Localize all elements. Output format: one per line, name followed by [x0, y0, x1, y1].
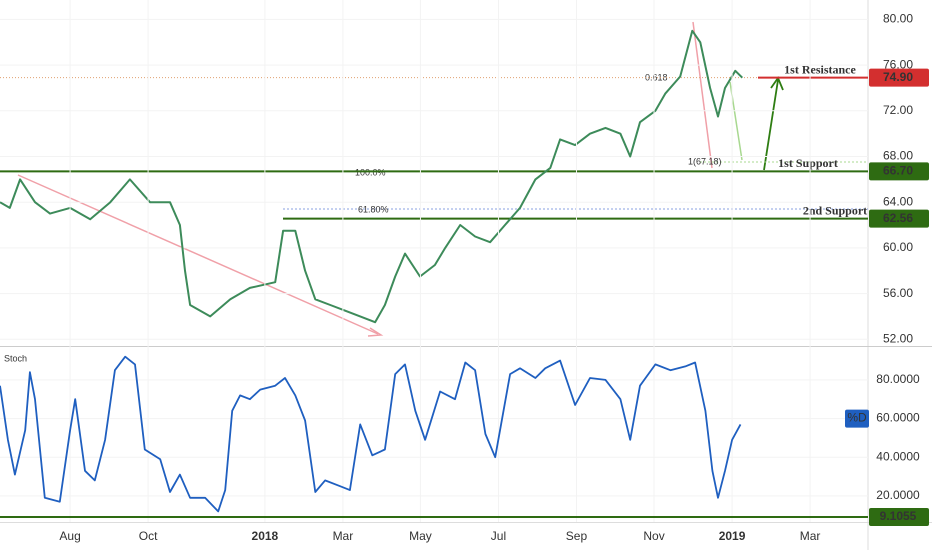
series-line [0, 29, 744, 324]
x-tick-label: May [409, 529, 432, 543]
legend-label: %D [847, 411, 867, 425]
y-tick-label: 40.0000 [876, 449, 920, 463]
y-tick-label: 64.00 [883, 194, 913, 208]
x-tick-label: Nov [643, 529, 664, 543]
value-box [869, 209, 929, 228]
level-label: 2nd Support [803, 203, 867, 217]
x-tick-label: Aug [59, 529, 80, 543]
y-tick-label: 76.00 [883, 57, 913, 71]
x-tick-label: Mar [333, 529, 354, 543]
y-tick-label: 60.0000 [876, 411, 920, 425]
level-label: 1st Support [778, 156, 838, 170]
series-line [0, 355, 742, 513]
legend-box [845, 409, 869, 428]
y-tick-label: 80.00 [883, 12, 913, 26]
x-tick-label: Sep [566, 529, 588, 543]
fib-label: 61.80% [358, 204, 389, 214]
value-label: 62.56 [883, 211, 913, 225]
value-label: 66.70 [883, 164, 913, 178]
target-arrow [763, 79, 779, 171]
y-tick-label: 68.00 [883, 149, 913, 163]
value-label: 74.90 [883, 70, 913, 84]
projection-arrow [692, 21, 713, 169]
trend-line [17, 174, 379, 335]
fib-label: 1(67.18) [688, 156, 722, 166]
level-label: 1st Resistance [784, 62, 856, 76]
value-box [869, 68, 929, 87]
y-tick-label: 20.0000 [876, 488, 920, 502]
y-tick-label: 60.00 [883, 240, 913, 254]
trend-arrowhead [367, 327, 384, 337]
x-tick-label: 2018 [252, 529, 279, 543]
value-box [869, 162, 929, 181]
value-label: 9.1055 [880, 509, 917, 523]
fib-label: 100.0% [355, 167, 386, 177]
pane-title: Stoch [4, 353, 27, 363]
y-tick-label: 52.00 [883, 331, 913, 345]
x-tick-label: Mar [800, 529, 821, 543]
x-tick-label: Jul [491, 529, 506, 543]
fib-label: 0.618 [645, 72, 668, 82]
y-tick-label: 72.00 [883, 103, 913, 117]
x-tick-label: Oct [139, 529, 158, 543]
value-box [869, 507, 929, 526]
y-tick-label: 56.00 [883, 286, 913, 300]
y-tick-label: 80.0000 [876, 372, 920, 386]
x-tick-label: 2019 [719, 529, 746, 543]
